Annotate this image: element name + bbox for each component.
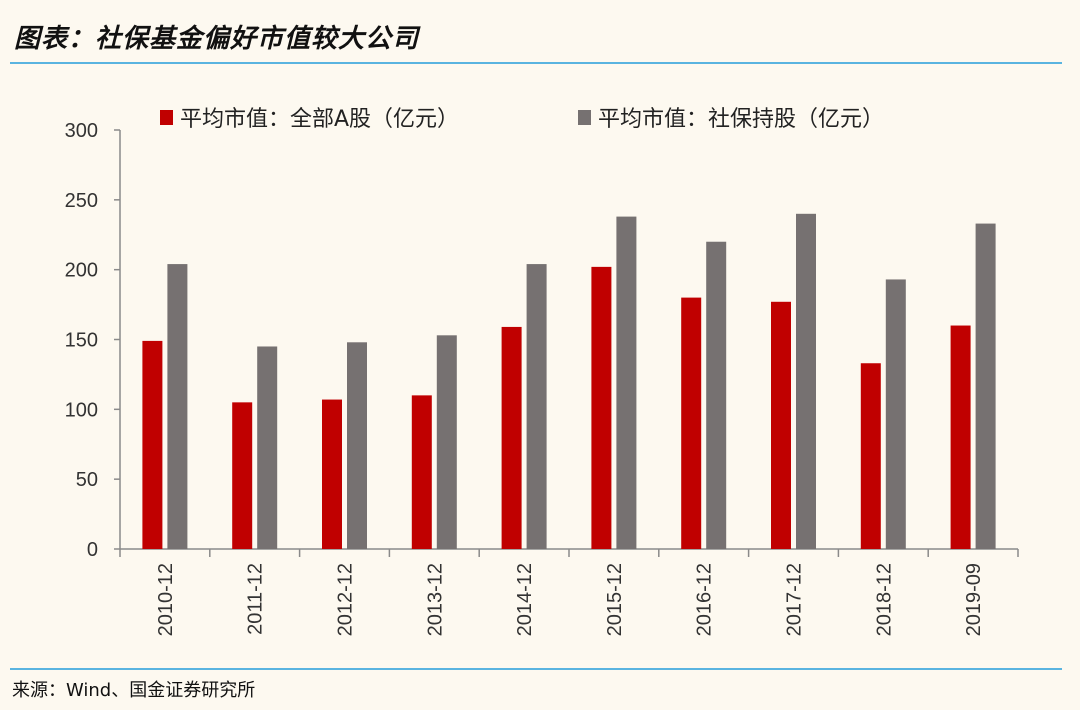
title-divider [10, 62, 1062, 64]
x-tick-label: 2017-12 [784, 563, 806, 636]
bar-social-security [616, 216, 637, 550]
y-tick-label: 100 [65, 399, 98, 421]
x-tick-label: 2018-12 [873, 563, 895, 636]
x-tick-label: 2015-12 [604, 563, 626, 636]
bar-social-security [167, 264, 188, 549]
bar-social-security [706, 241, 727, 549]
legend-label: 平均市值：社保持股（亿元） [598, 107, 884, 132]
x-tick-label: 2014-12 [514, 563, 536, 636]
y-tick-label: 300 [65, 120, 98, 142]
y-tick-label: 200 [65, 260, 98, 282]
legend-label: 平均市值：全部A股（亿元） [180, 107, 459, 132]
bar-all-a-shares [501, 326, 522, 549]
y-tick-label: 0 [87, 539, 98, 561]
legend-swatch [578, 110, 591, 125]
bar-social-security [796, 213, 816, 550]
y-tick-label: 50 [76, 469, 98, 491]
bar-all-a-shares [142, 340, 163, 549]
source-divider [10, 668, 1062, 670]
bar-all-a-shares [950, 325, 971, 549]
chart-title: 图表：社保基金偏好市值较大公司 [14, 24, 420, 54]
source-note: 来源：Wind、国金证券研究所 [12, 680, 256, 701]
bar-all-a-shares [591, 266, 612, 549]
x-tick-label: 2016-12 [694, 563, 716, 636]
bar-all-a-shares [860, 363, 881, 549]
bar-social-security [347, 342, 367, 549]
x-tick-label: 2013-12 [424, 563, 446, 636]
bar-all-a-shares [681, 297, 702, 549]
bar-social-security [975, 223, 996, 549]
y-tick-label: 150 [65, 330, 98, 352]
legend-swatch [160, 110, 173, 125]
bar-all-a-shares [232, 402, 253, 549]
x-tick-label: 2012-12 [335, 563, 357, 636]
bar-all-a-shares [322, 399, 342, 549]
bar-social-security [436, 335, 457, 549]
bar-social-security [885, 279, 906, 549]
x-tick-label: 2010-12 [155, 563, 177, 636]
bar-all-a-shares [771, 301, 791, 549]
bar-social-security [526, 264, 547, 549]
y-tick-label: 250 [65, 190, 98, 212]
x-tick-label: 2019-09 [963, 563, 985, 636]
bar-social-security [257, 346, 278, 549]
x-tick-label: 2011-12 [245, 563, 267, 635]
bar-all-a-shares [411, 395, 432, 549]
bar-chart: 0 50 100 150 200 250 300 2010-12 2011-12 2012-12 2… [65, 107, 1019, 636]
